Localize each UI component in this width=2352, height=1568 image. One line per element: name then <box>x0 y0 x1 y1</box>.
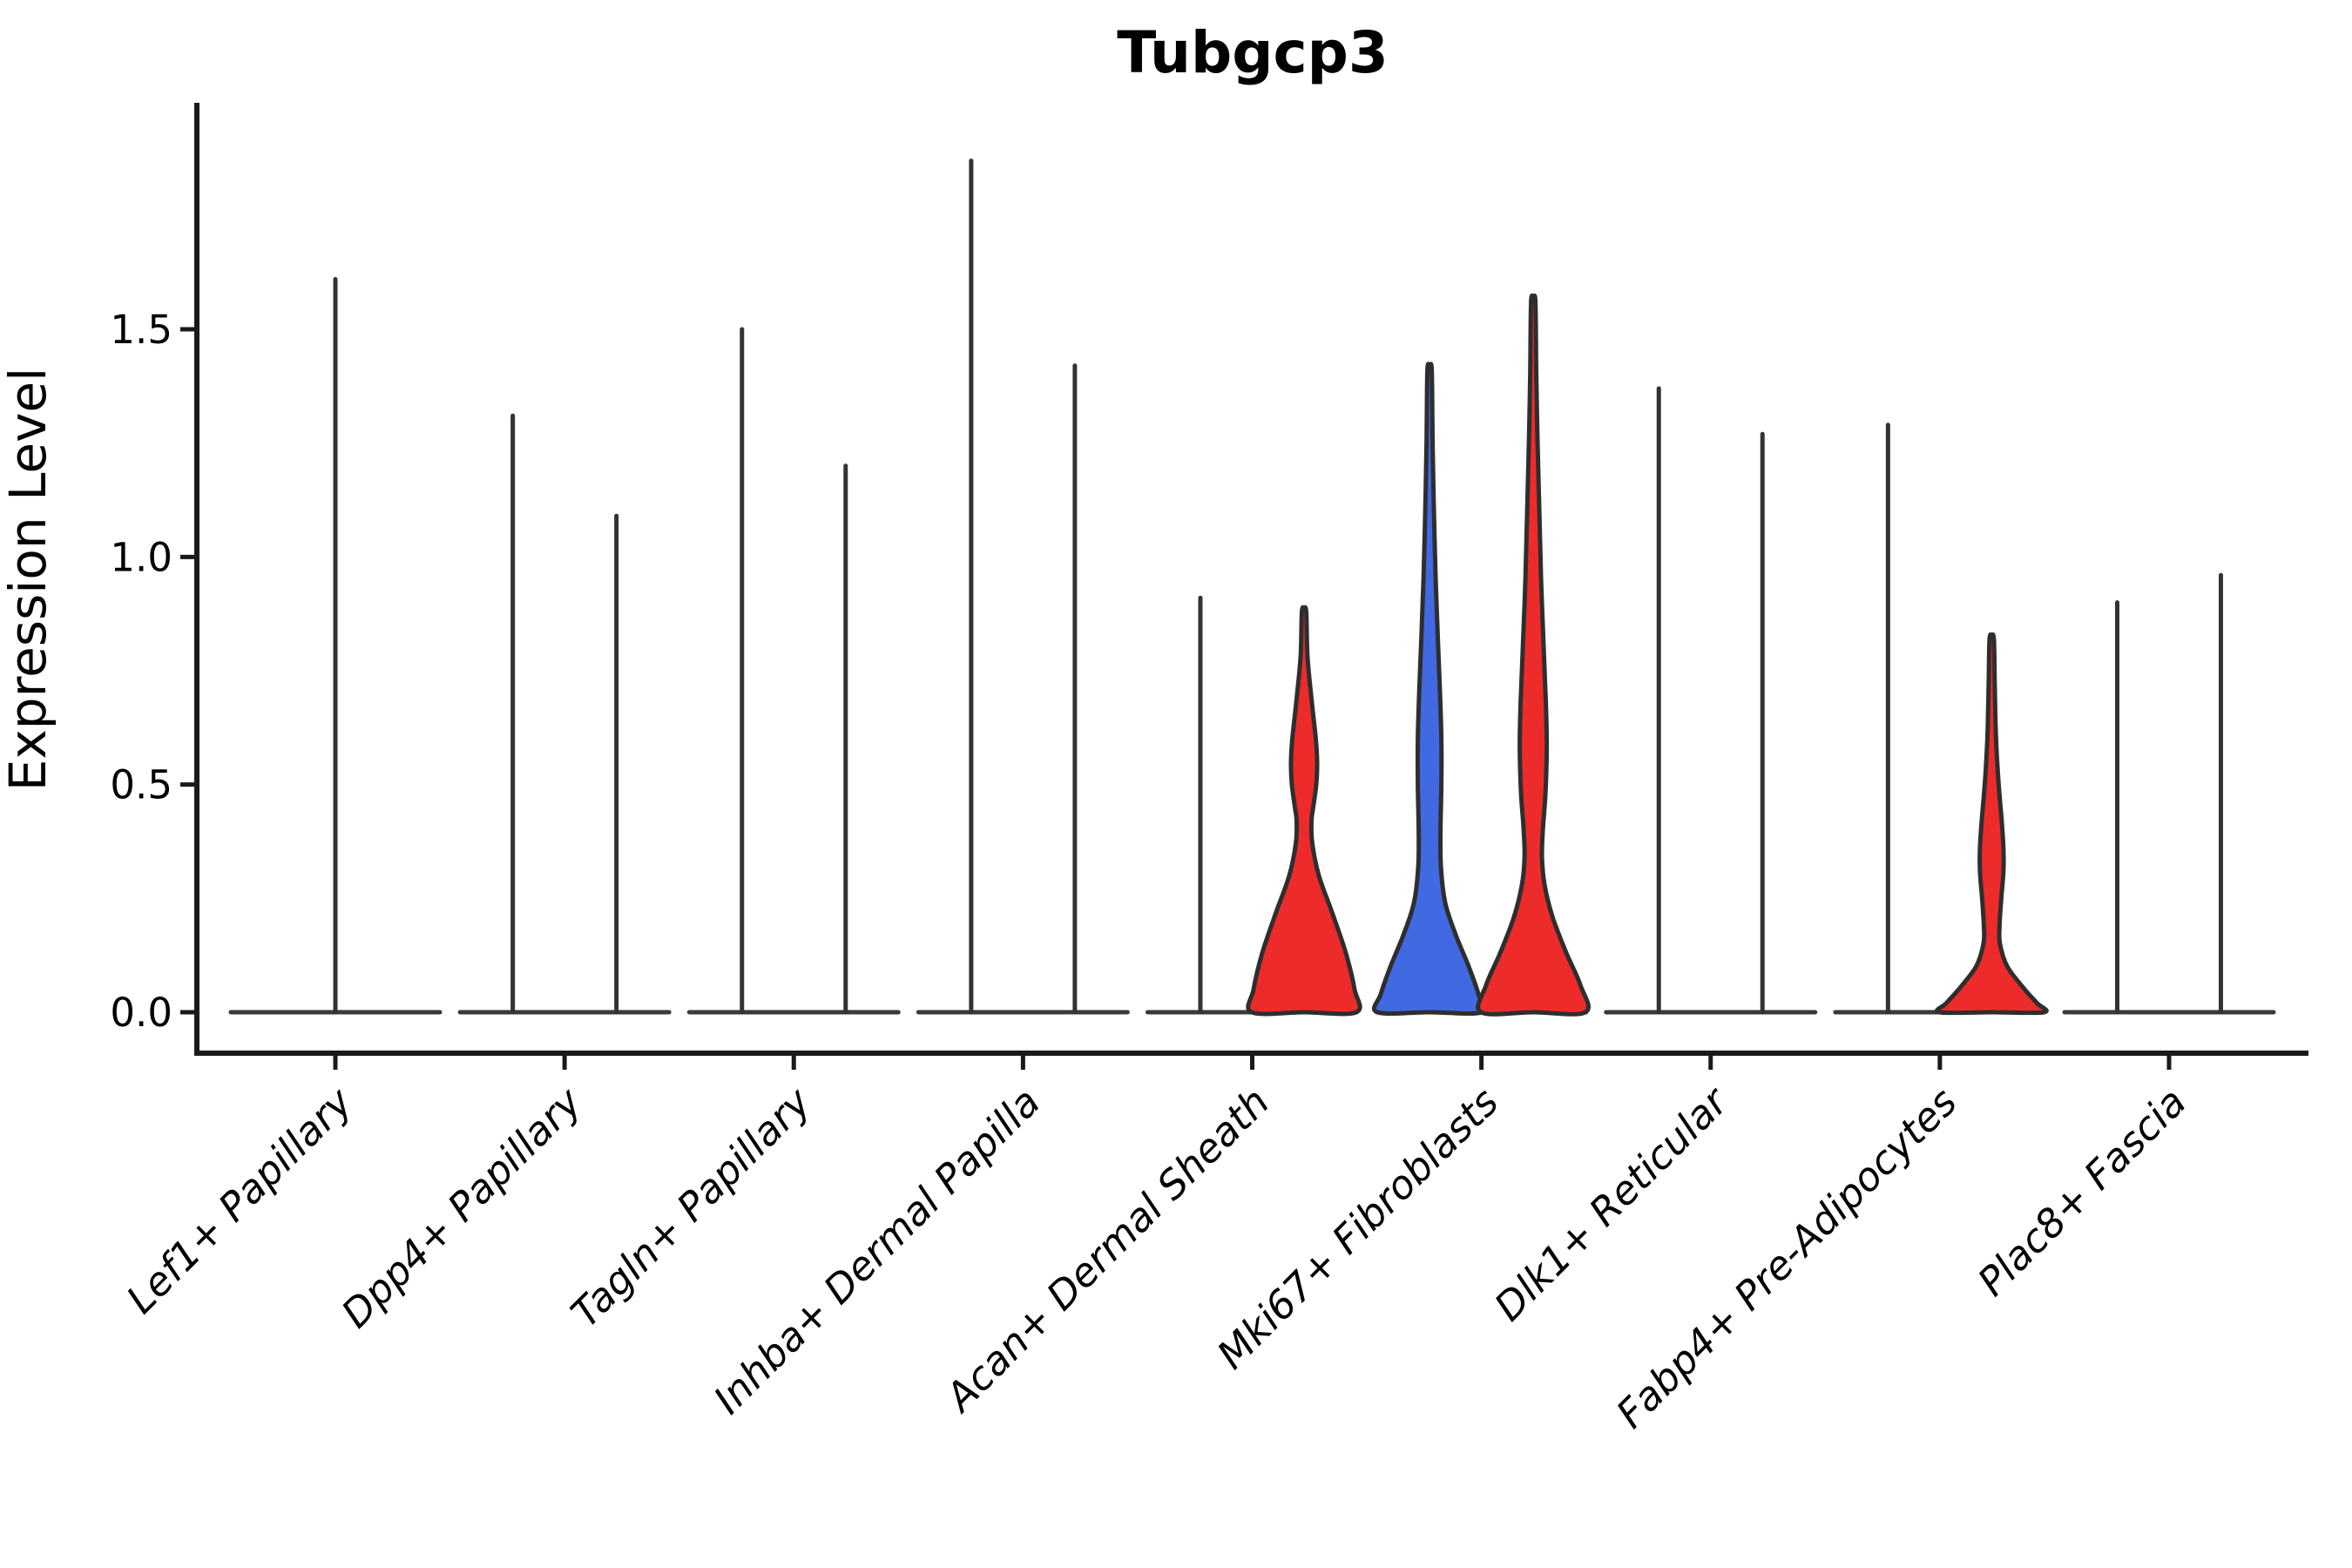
violin-body <box>1476 293 1591 1017</box>
y-tick-label: 0.5 <box>110 762 172 808</box>
y-tick-label: 1.5 <box>110 307 172 353</box>
x-tick-label: Plac8+ Fascia <box>1969 1078 2195 1305</box>
x-tick-label: Tagln+ Papillary <box>562 1078 821 1336</box>
y-axis-label: Expression Level <box>0 368 57 791</box>
y-tick-label: 0.0 <box>110 990 172 1036</box>
x-tick-label: Lef1+ Papillary <box>118 1078 362 1322</box>
chart-title: Tubgcp3 <box>1117 19 1389 86</box>
violin-body <box>1371 362 1488 1017</box>
x-tick-label: Dlk1+ Reticular <box>1485 1078 1738 1330</box>
y-tick-label: 1.0 <box>110 534 172 580</box>
violin-body <box>1934 632 2049 1016</box>
violin-body <box>1246 605 1362 1017</box>
x-tick-label: Dpp4+ Papillary <box>333 1078 591 1336</box>
